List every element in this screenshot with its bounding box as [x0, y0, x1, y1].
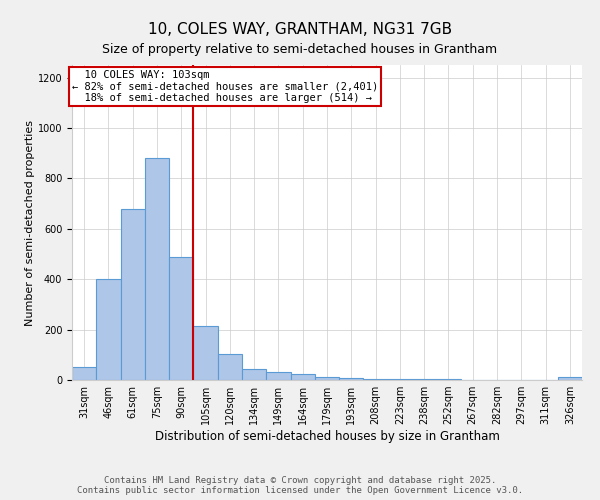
Bar	[121, 208, 145, 380]
Text: 10, COLES WAY, GRANTHAM, NG31 7GB: 10, COLES WAY, GRANTHAM, NG31 7GB	[148, 22, 452, 38]
Bar	[290, 374, 315, 380]
X-axis label: Distribution of semi-detached houses by size in Grantham: Distribution of semi-detached houses by …	[155, 430, 499, 443]
Bar	[266, 372, 290, 380]
Text: 10 COLES WAY: 103sqm
← 82% of semi-detached houses are smaller (2,401)
  18% of : 10 COLES WAY: 103sqm ← 82% of semi-detac…	[72, 70, 378, 103]
Bar	[218, 354, 242, 380]
Bar	[339, 378, 364, 380]
Bar	[193, 326, 218, 380]
Text: Contains HM Land Registry data © Crown copyright and database right 2025.
Contai: Contains HM Land Registry data © Crown c…	[77, 476, 523, 495]
Bar	[388, 379, 412, 380]
Bar	[72, 368, 96, 380]
Bar	[364, 378, 388, 380]
Bar	[242, 368, 266, 380]
Bar	[169, 256, 193, 380]
Bar	[96, 279, 121, 380]
Bar	[145, 158, 169, 380]
Y-axis label: Number of semi-detached properties: Number of semi-detached properties	[25, 120, 35, 326]
Bar	[558, 378, 582, 380]
Bar	[315, 378, 339, 380]
Text: Size of property relative to semi-detached houses in Grantham: Size of property relative to semi-detach…	[103, 42, 497, 56]
